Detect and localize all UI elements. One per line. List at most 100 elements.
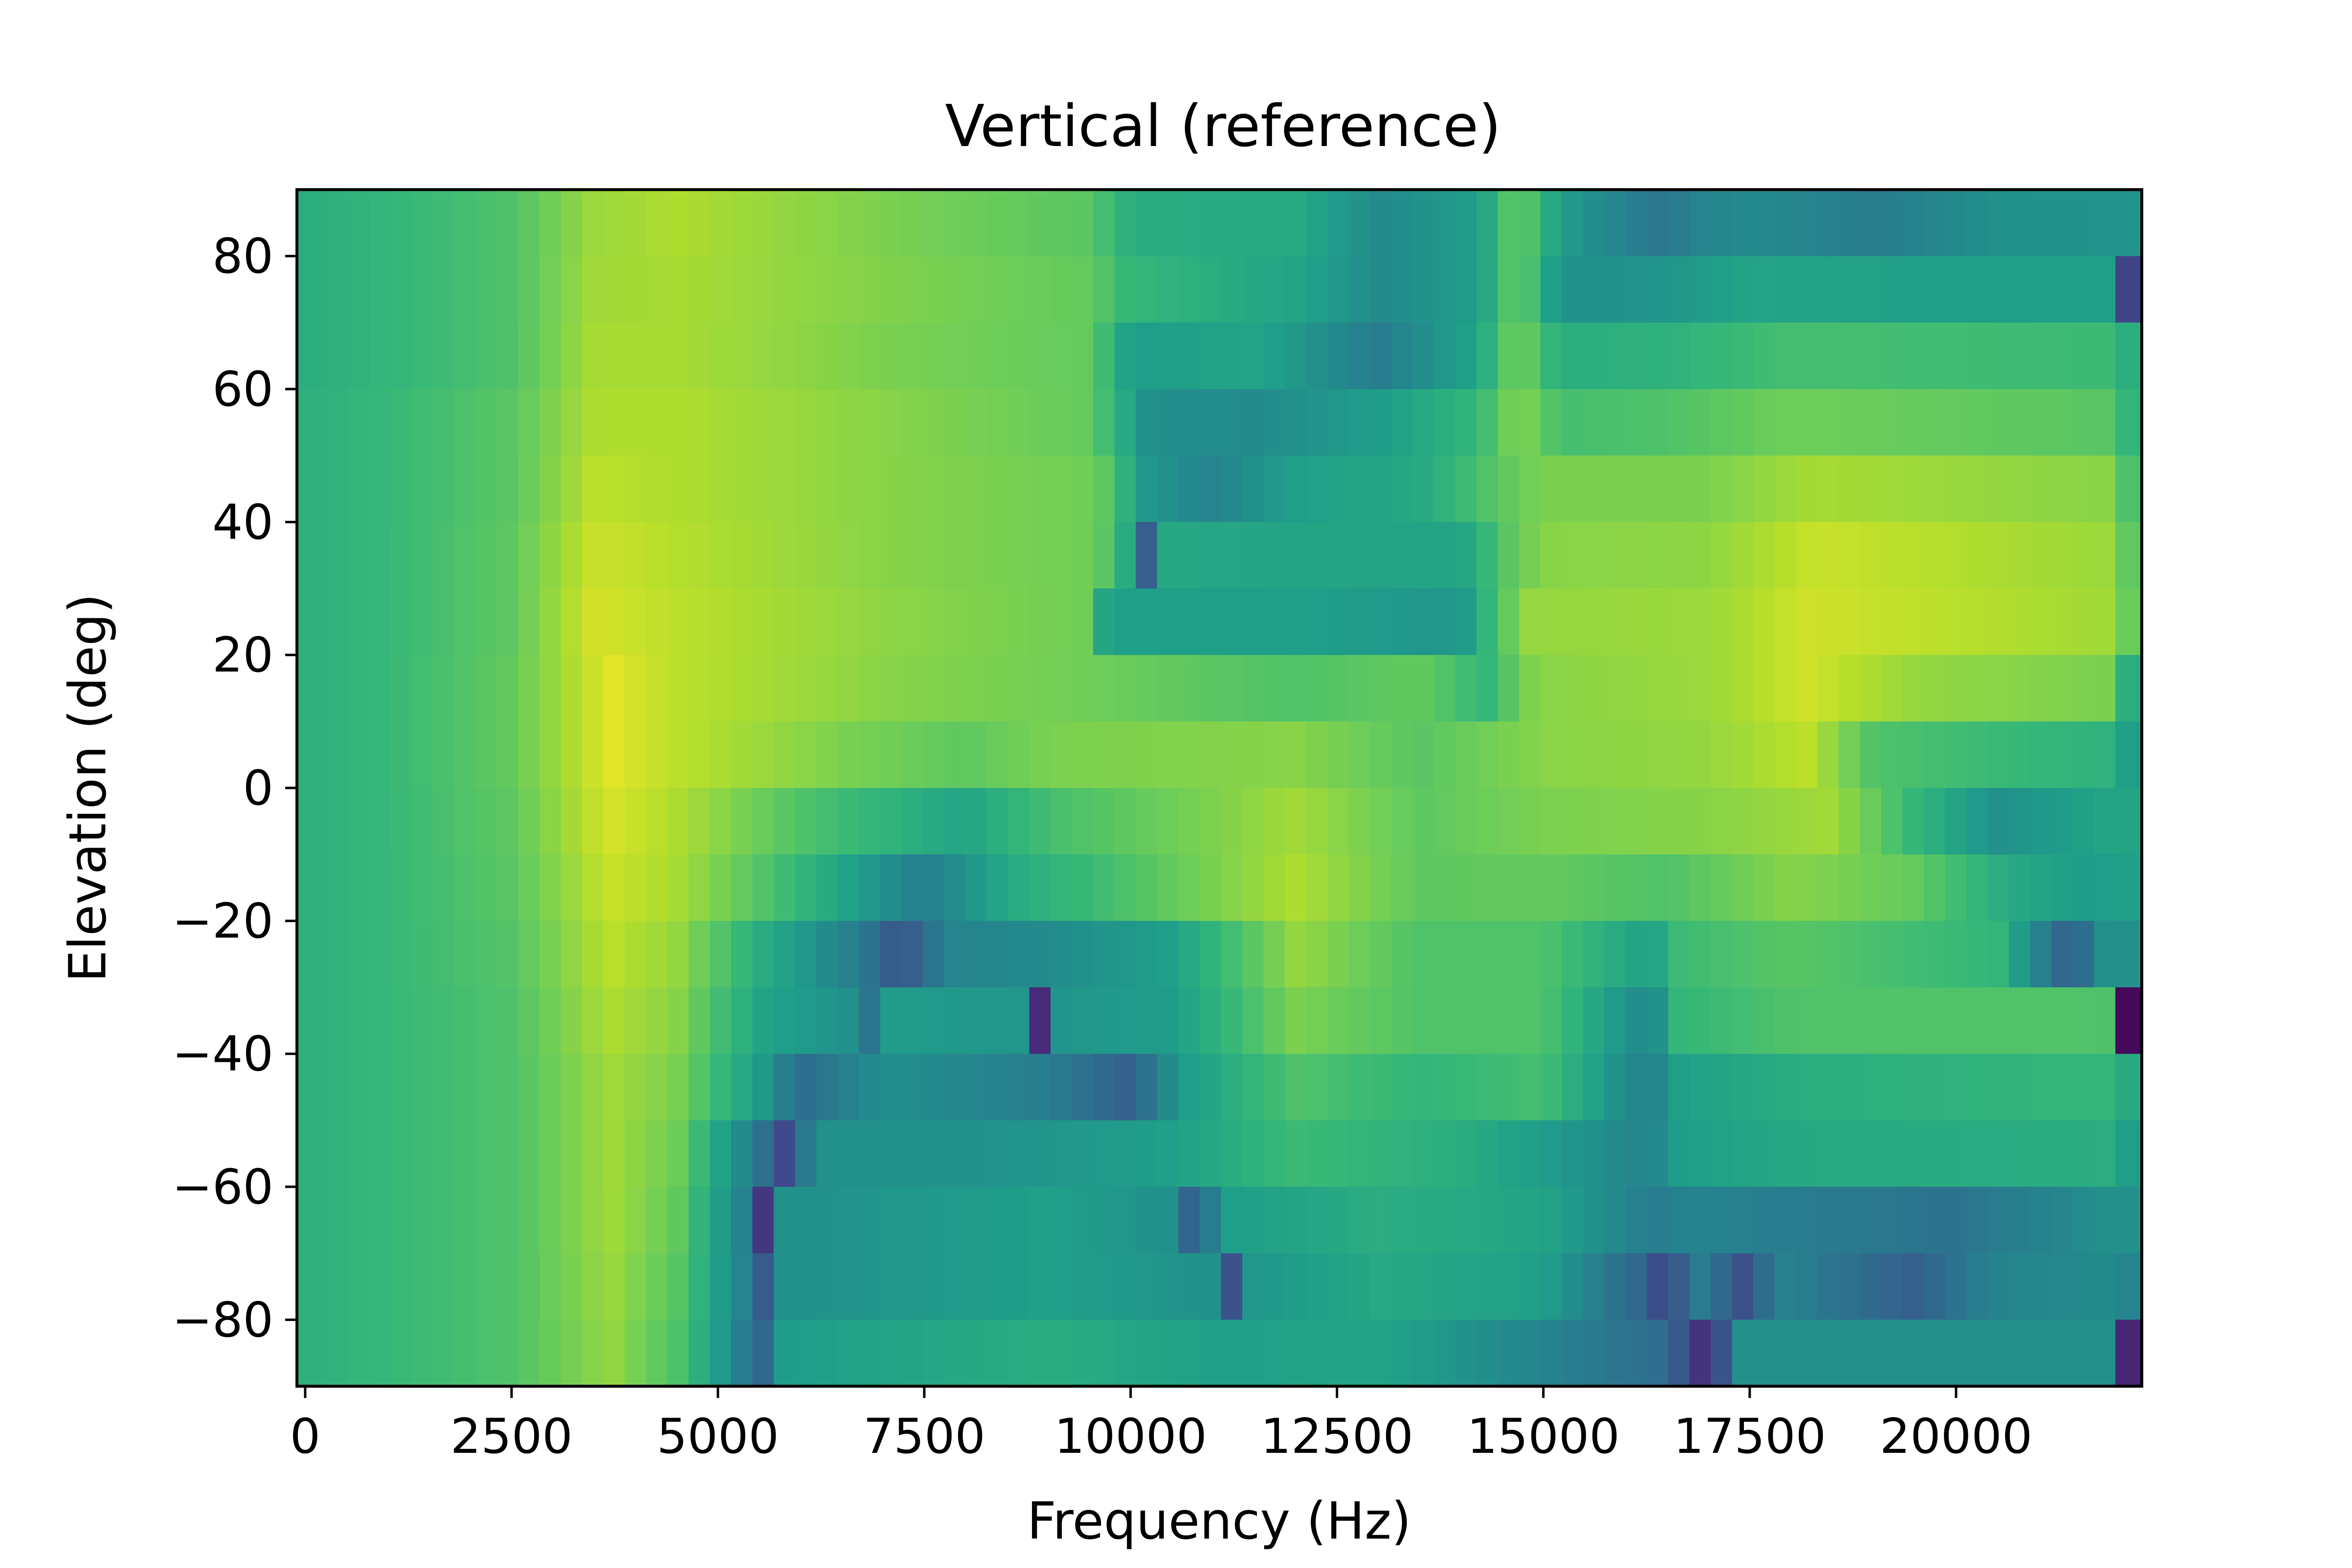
heatmap-cell bbox=[731, 588, 753, 656]
heatmap-cell bbox=[1455, 1120, 1477, 1187]
heatmap-cell bbox=[539, 190, 562, 257]
heatmap-cell bbox=[1519, 987, 1541, 1054]
heatmap-cell bbox=[646, 921, 668, 988]
heatmap-cell bbox=[923, 854, 945, 922]
heatmap-cell bbox=[1838, 788, 1861, 855]
heatmap-cell bbox=[1093, 389, 1115, 456]
heatmap-cell bbox=[2009, 1187, 2031, 1254]
heatmap-cell bbox=[1689, 588, 1712, 656]
heatmap-cell bbox=[1583, 721, 1605, 788]
heatmap-cell bbox=[1263, 721, 1285, 788]
heatmap-cell bbox=[1774, 522, 1796, 589]
heatmap-cell bbox=[923, 1120, 945, 1187]
heatmap-cell bbox=[2051, 389, 2073, 456]
heatmap-cell bbox=[1029, 1054, 1051, 1121]
heatmap-cell bbox=[923, 1253, 945, 1321]
heatmap-cell bbox=[433, 1320, 455, 1387]
heatmap-cell bbox=[1072, 1253, 1094, 1321]
heatmap-cell bbox=[539, 987, 562, 1054]
heatmap-cell bbox=[390, 1253, 412, 1321]
heatmap-cell bbox=[1242, 1054, 1264, 1121]
heatmap-cell bbox=[603, 190, 625, 257]
heatmap-cell bbox=[2030, 1253, 2052, 1321]
heatmap-cell bbox=[731, 1120, 753, 1187]
heatmap-cell bbox=[1434, 655, 1456, 722]
heatmap-cell bbox=[1029, 1120, 1051, 1187]
heatmap-cell bbox=[1668, 588, 1690, 656]
heatmap-cell bbox=[1583, 256, 1605, 323]
heatmap-cell bbox=[986, 322, 1008, 390]
heatmap-cell bbox=[2009, 455, 2031, 523]
heatmap-cell bbox=[1200, 655, 1222, 722]
heatmap-cell bbox=[923, 655, 945, 722]
heatmap-cell bbox=[1029, 655, 1051, 722]
heatmap-cell bbox=[603, 1320, 625, 1387]
heatmap-cell bbox=[1412, 389, 1435, 456]
heatmap-cell bbox=[582, 190, 604, 257]
heatmap-cell bbox=[475, 190, 497, 257]
heatmap-cell bbox=[1242, 1187, 1264, 1254]
heatmap-cell bbox=[561, 256, 583, 323]
heatmap-cell bbox=[1285, 256, 1307, 323]
heatmap-cell bbox=[475, 1320, 497, 1387]
heatmap-cell bbox=[433, 721, 455, 788]
heatmap-cell bbox=[1072, 588, 1094, 656]
heatmap-cell bbox=[1348, 1054, 1371, 1121]
heatmap-cell bbox=[1923, 522, 1946, 589]
heatmap-cell bbox=[326, 788, 348, 855]
heatmap-cell bbox=[1753, 1187, 1775, 1254]
heatmap-cell bbox=[1562, 854, 1584, 922]
heatmap-cell bbox=[731, 788, 753, 855]
heatmap-cell bbox=[1881, 1187, 1903, 1254]
heatmap-cell bbox=[1966, 1253, 1988, 1321]
heatmap-cell bbox=[1114, 455, 1136, 523]
heatmap-cell bbox=[1732, 322, 1754, 390]
heatmap-cell bbox=[2115, 721, 2137, 788]
heatmap-cell bbox=[1200, 721, 1222, 788]
x-axis-label: Frequency (Hz) bbox=[1027, 1491, 1411, 1551]
heatmap-cell bbox=[816, 788, 838, 855]
heatmap-cell bbox=[2094, 522, 2116, 589]
heatmap-cell bbox=[774, 921, 796, 988]
heatmap-cell bbox=[369, 522, 391, 589]
heatmap-cell bbox=[1817, 256, 1839, 323]
heatmap-cell bbox=[710, 256, 732, 323]
heatmap-cell bbox=[1157, 522, 1179, 589]
heatmap-cell bbox=[1029, 987, 1051, 1054]
heatmap-cell bbox=[297, 522, 306, 589]
heatmap-cell bbox=[1796, 1320, 1818, 1387]
heatmap-cell bbox=[837, 921, 859, 988]
heatmap-cell bbox=[624, 1054, 647, 1121]
heatmap-cell bbox=[837, 1320, 859, 1387]
heatmap-cell bbox=[752, 854, 774, 922]
heatmap-cell bbox=[901, 190, 924, 257]
heatmap-cell bbox=[1029, 921, 1051, 988]
heatmap-cell bbox=[1668, 1320, 1690, 1387]
heatmap-cell bbox=[1860, 522, 1882, 589]
heatmap-cell bbox=[901, 256, 924, 323]
heatmap-cell bbox=[2009, 987, 2031, 1054]
heatmap-cell bbox=[1135, 788, 1158, 855]
heatmap-cell bbox=[667, 987, 689, 1054]
heatmap-cell bbox=[1178, 921, 1200, 988]
heatmap-cell bbox=[944, 322, 966, 390]
heatmap-cell bbox=[1178, 522, 1200, 589]
heatmap-cell bbox=[1263, 1253, 1285, 1321]
heatmap-cell bbox=[1753, 522, 1775, 589]
heatmap-cell bbox=[1306, 1187, 1328, 1254]
heatmap-cell bbox=[1838, 921, 1861, 988]
heatmap-cell bbox=[326, 655, 348, 722]
heatmap-cell bbox=[1881, 655, 1903, 722]
heatmap-cell bbox=[2030, 1187, 2052, 1254]
heatmap-cell bbox=[2115, 522, 2137, 589]
heatmap-cell bbox=[412, 1054, 434, 1121]
heatmap-cell bbox=[1306, 854, 1328, 922]
heatmap-cell bbox=[326, 256, 348, 323]
heatmap-cell bbox=[561, 1187, 583, 1254]
heatmap-cell bbox=[1711, 1320, 1733, 1387]
heatmap-cell bbox=[1370, 190, 1392, 257]
heatmap-cell bbox=[752, 1120, 774, 1187]
heatmap-cell bbox=[1966, 788, 1988, 855]
heatmap-cell bbox=[1519, 1054, 1541, 1121]
y-tick-label: 80 bbox=[212, 229, 273, 285]
